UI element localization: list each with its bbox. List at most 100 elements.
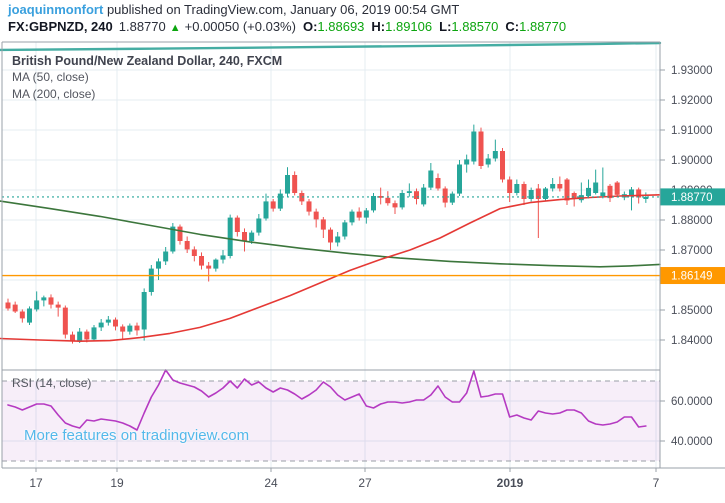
price-tick-label: 1.85000 — [671, 305, 713, 317]
down-candle — [234, 217, 240, 232]
ohlc-close: C:1.88770 — [505, 19, 566, 34]
price-tick-label: 1.90000 — [671, 155, 713, 167]
up-candle — [335, 236, 341, 243]
high-value: 1.89106 — [385, 19, 433, 34]
rsi-line — [7, 369, 647, 431]
username-link[interactable]: joaquinmonfort — [8, 2, 104, 17]
down-candle — [392, 203, 398, 208]
pane-borders — [1, 41, 725, 469]
up-candle — [543, 188, 549, 199]
down-candle — [535, 188, 541, 199]
down-candle — [70, 334, 76, 341]
main-legend: British Pound/New Zealand Dollar, 240, F… — [12, 53, 282, 102]
up-candle — [514, 184, 520, 193]
price-tick-label: 1.91000 — [671, 125, 713, 137]
down-candle — [292, 175, 298, 193]
down-candle — [177, 226, 183, 241]
down-candle — [328, 229, 334, 243]
down-candle — [378, 196, 384, 198]
published-text: published on TradingView.com, January 06… — [103, 2, 460, 17]
up-candle — [220, 255, 226, 260]
up-candle — [256, 218, 262, 233]
last-price: 1.88770 — [118, 19, 166, 34]
up-candle — [213, 259, 219, 269]
down-candle — [313, 211, 319, 220]
up-candle — [27, 308, 33, 323]
down-candle — [55, 304, 61, 308]
down-candle — [500, 151, 506, 180]
time-tick-label: 2019 — [497, 476, 524, 490]
svg-text:1.88770: 1.88770 — [671, 192, 713, 204]
open-value: 1.88693 — [317, 19, 365, 34]
up-candle — [249, 232, 255, 241]
close-value: 1.88770 — [519, 19, 567, 34]
open-label: O: — [302, 19, 318, 34]
up-candle — [485, 158, 491, 165]
watermark-link[interactable]: More features on tradingview.com — [24, 427, 250, 444]
down-candle — [270, 201, 276, 209]
up-candle — [399, 193, 405, 208]
rsi-pane — [2, 380, 660, 462]
legend-ma50[interactable]: MA (50, close) — [12, 70, 89, 84]
up-candle — [263, 201, 269, 219]
ohlc-open: O:1.88693 — [303, 19, 364, 34]
price-change: +0.00050 (+0.03%) — [184, 19, 296, 34]
byline: joaquinmonfort published on TradingView.… — [8, 2, 459, 17]
down-candle — [385, 197, 391, 204]
price-tick-label: 1.84000 — [671, 335, 713, 347]
rsi-legend[interactable]: RSI (14, close) — [12, 376, 92, 390]
down-candle — [435, 178, 441, 189]
up-candle — [170, 226, 176, 252]
ohlc-high: H:1.89106 — [371, 19, 432, 34]
alert-level-label: 1.86149 — [660, 267, 725, 285]
price-tick-label: 1.88000 — [671, 215, 713, 227]
symbol-info-bar: FX:GBPNZD, 240 1.88770 ▲ +0.00050 (+0.03%) O… — [8, 19, 566, 34]
up-candle — [629, 189, 635, 197]
close-label: C: — [505, 19, 520, 34]
up-candle — [148, 268, 154, 292]
ohlc-low: L:1.88570 — [439, 19, 498, 34]
down-candle — [356, 211, 362, 218]
up-candle — [471, 131, 477, 162]
up-candle — [449, 193, 455, 203]
time-tick-label: 17 — [29, 476, 43, 490]
down-candle — [521, 184, 527, 199]
symbol-title: FX:GBPNZD, 240 — [8, 19, 113, 34]
price-tick-label: 1.87000 — [671, 245, 713, 257]
up-candle — [163, 251, 169, 262]
up-candle — [41, 297, 47, 301]
up-candle — [428, 170, 434, 188]
up-candle — [91, 327, 97, 340]
up-candle — [593, 182, 599, 193]
up-candle — [98, 322, 104, 328]
down-candle — [507, 179, 513, 193]
current-price-label: 1.88770 — [660, 188, 725, 206]
down-candle — [12, 304, 18, 312]
up-candle — [156, 261, 162, 269]
up-candle — [550, 184, 556, 189]
up-candle — [127, 325, 133, 332]
up-candle — [34, 300, 40, 310]
up-candle — [77, 331, 83, 341]
up-candle — [363, 210, 369, 218]
price-axis[interactable]: 1.930001.920001.910001.900001.890001.880… — [660, 65, 713, 448]
time-axis[interactable]: 17 19 24 27 2019 7 — [29, 468, 660, 490]
up-candle — [586, 187, 592, 196]
down-candle — [299, 193, 305, 202]
down-candle — [84, 331, 90, 340]
down-candle — [199, 256, 205, 266]
candles-layer — [5, 124, 649, 344]
up-candle — [492, 151, 498, 159]
legend-symbol-title[interactable]: British Pound/New Zealand Dollar, 240, F… — [12, 54, 283, 68]
down-candle — [191, 249, 197, 256]
down-candle — [113, 319, 119, 327]
legend-ma200[interactable]: MA (200, close) — [12, 86, 96, 101]
up-arrow-icon: ▲ — [169, 22, 181, 34]
down-candle — [614, 182, 620, 195]
down-candle — [19, 311, 25, 319]
price-tick-label: 1.93000 — [671, 65, 713, 77]
up-candle — [141, 292, 147, 330]
overlay-lines — [0, 41, 662, 343]
down-candle — [306, 201, 312, 212]
